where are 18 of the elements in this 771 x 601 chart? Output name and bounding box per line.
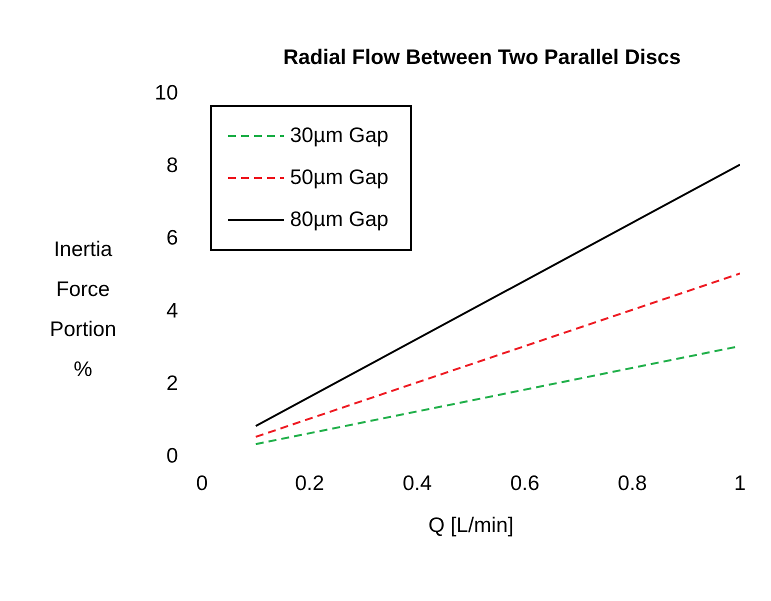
x-tick-label: 0.4 bbox=[402, 472, 432, 495]
y-axis-title: Inertia Force Portion % bbox=[48, 237, 118, 383]
x-tick-label: 0.8 bbox=[618, 472, 647, 495]
chart-title: Radial Flow Between Two Parallel Discs bbox=[282, 46, 682, 70]
y-tick-label: 8 bbox=[166, 154, 178, 178]
legend-label: 80µm Gap bbox=[290, 208, 388, 232]
legend-label: 30µm Gap bbox=[290, 124, 388, 148]
y-tick-label: 2 bbox=[166, 372, 178, 395]
y-tick-label: 10 bbox=[154, 81, 178, 104]
y-tick-label: 6 bbox=[166, 226, 178, 250]
y-tick-label: 0 bbox=[166, 444, 178, 468]
legend-label: 50µm Gap bbox=[290, 166, 388, 190]
x-tick-label: 1 bbox=[734, 472, 746, 495]
x-tick-label: 0 bbox=[196, 472, 208, 495]
y-tick-label: 4 bbox=[166, 299, 178, 322]
x-axis-title: Q [L/min] bbox=[428, 514, 514, 537]
x-tick-label: 0.6 bbox=[510, 472, 540, 495]
x-tick-label: 0.2 bbox=[295, 472, 324, 495]
